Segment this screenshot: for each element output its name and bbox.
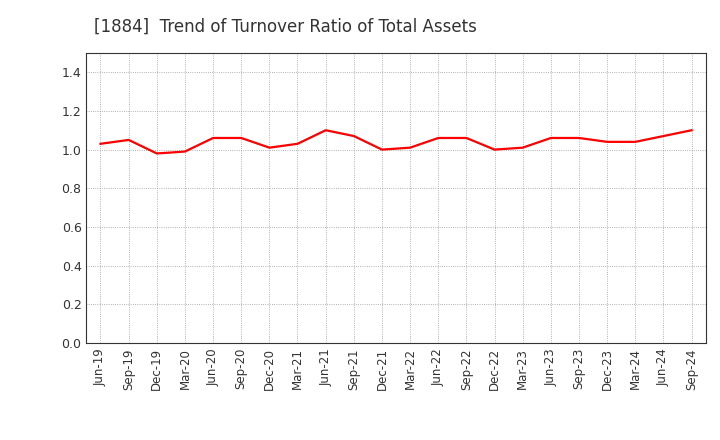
- Text: [1884]  Trend of Turnover Ratio of Total Assets: [1884] Trend of Turnover Ratio of Total …: [94, 18, 477, 36]
